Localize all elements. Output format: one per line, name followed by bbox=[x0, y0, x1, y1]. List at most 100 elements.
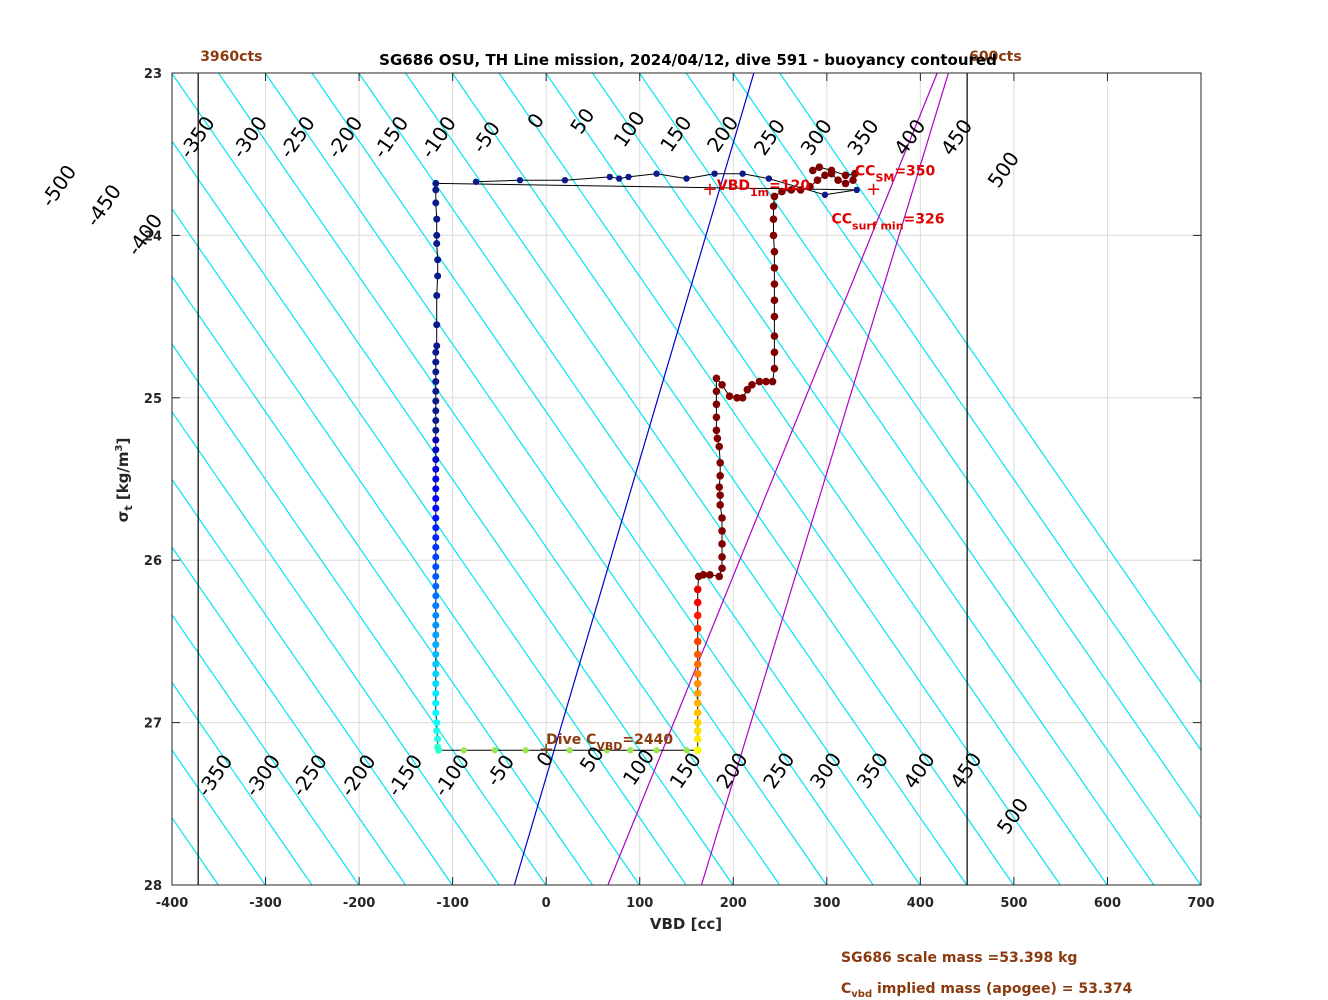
climb-point bbox=[713, 434, 722, 443]
annotation-marker: + bbox=[539, 739, 554, 760]
climb-point bbox=[755, 377, 764, 386]
y-axis-label-units-sup: 3 bbox=[114, 444, 125, 451]
y-tick-label: 28 bbox=[144, 879, 162, 894]
x-tick-label: 400 bbox=[907, 896, 934, 911]
svg-text:σt [kg/m3]: σt [kg/m3] bbox=[114, 438, 135, 523]
dive-point bbox=[432, 670, 440, 678]
x-tick-label: 700 bbox=[1187, 896, 1214, 911]
buoyancy-contour-line bbox=[358, 73, 921, 885]
y-axis-label-sub: t bbox=[122, 505, 135, 510]
annotation-marker: + bbox=[702, 179, 717, 200]
buoyancy-contour-line bbox=[172, 73, 734, 885]
dive-point bbox=[433, 240, 441, 248]
x-axis-label: VBD [cc] bbox=[650, 915, 722, 933]
dive-point bbox=[432, 553, 440, 561]
climb-point bbox=[725, 392, 734, 400]
dive-point bbox=[432, 179, 440, 187]
buoyancy-contour-line bbox=[172, 410, 500, 885]
apogee-point bbox=[460, 747, 468, 754]
apogee-point bbox=[627, 747, 634, 754]
dive-point bbox=[432, 621, 440, 629]
dive-point bbox=[432, 699, 440, 707]
surface-point bbox=[765, 175, 773, 182]
buoyancy-contour-line bbox=[172, 546, 406, 885]
vbd-limit-label: 3960cts bbox=[200, 49, 262, 65]
climb-point bbox=[718, 514, 726, 522]
x-tick-label: -400 bbox=[156, 896, 189, 911]
climb-point bbox=[841, 171, 850, 180]
surface-point bbox=[516, 176, 524, 184]
y-axis-label: σt [kg/m3] bbox=[114, 438, 135, 523]
surface-point bbox=[625, 173, 632, 181]
buoyancy-contour-line bbox=[592, 73, 1155, 885]
apogee-point bbox=[683, 747, 690, 754]
dive-point bbox=[432, 582, 440, 590]
climb-point bbox=[716, 491, 724, 500]
climb-point bbox=[706, 571, 714, 579]
climb-point bbox=[693, 699, 702, 707]
dive-point bbox=[432, 602, 440, 610]
chart-title: SG686 OSU, TH Line mission, 2024/04/12, … bbox=[379, 51, 997, 69]
climb-point bbox=[712, 426, 721, 435]
climb-point bbox=[712, 413, 721, 422]
apogee-point bbox=[522, 747, 529, 754]
neutral-lines bbox=[513, 73, 950, 885]
buoyancy-contour-line bbox=[172, 207, 640, 885]
climb-point bbox=[716, 501, 724, 509]
climb-point bbox=[770, 364, 779, 373]
climb-point bbox=[770, 332, 779, 340]
implied-mass-main: C bbox=[841, 981, 852, 997]
climb-point bbox=[770, 296, 779, 305]
dive-track-line bbox=[435, 166, 857, 751]
climb-point bbox=[718, 381, 726, 389]
climb-point bbox=[693, 660, 702, 668]
climb-point bbox=[712, 400, 721, 409]
dive-point bbox=[432, 446, 440, 454]
climb-point bbox=[770, 264, 779, 272]
dive-point bbox=[432, 641, 440, 649]
climb-point bbox=[716, 471, 724, 480]
annotation-divec: Dive CVBD=2440 bbox=[546, 732, 673, 753]
climb-point bbox=[738, 394, 747, 402]
climb-point bbox=[699, 571, 708, 579]
apogee-point bbox=[491, 747, 498, 754]
buoyancy-contour-line bbox=[545, 73, 1108, 885]
dive-point bbox=[432, 709, 440, 717]
buoyancy-contour-line bbox=[451, 73, 1015, 885]
dive-point bbox=[432, 524, 440, 532]
buoyancy-contour-line bbox=[311, 73, 874, 885]
climb-point bbox=[770, 348, 779, 357]
vbd-limit-lines: 3960cts 600cts bbox=[197, 49, 1022, 885]
dive-point bbox=[432, 475, 440, 483]
y-axis-label-symbol: σ bbox=[114, 511, 132, 523]
climb-point bbox=[834, 176, 842, 184]
surface-point bbox=[561, 176, 569, 184]
surface-point bbox=[711, 170, 718, 177]
climb-point bbox=[693, 735, 702, 743]
surface-point bbox=[683, 175, 690, 182]
buoyancy-contour-line bbox=[404, 73, 968, 885]
buoyancy-contour-line bbox=[172, 478, 453, 885]
surface-point bbox=[472, 178, 480, 186]
climb-point bbox=[813, 176, 822, 184]
x-tick-label: 100 bbox=[626, 896, 653, 911]
dive-point bbox=[433, 231, 441, 239]
dive-point bbox=[432, 572, 440, 580]
dive-point bbox=[432, 631, 440, 639]
dive-point bbox=[432, 426, 440, 434]
annotation-vbd1m: VBD1m=120 bbox=[717, 178, 810, 199]
y-axis-label-units: [kg/m bbox=[114, 451, 132, 500]
climb-point bbox=[778, 187, 786, 196]
annotation-ccsm: CCSM=350 bbox=[855, 163, 936, 184]
climb-point bbox=[733, 394, 741, 402]
climb-point bbox=[693, 709, 702, 717]
climb-point bbox=[769, 215, 778, 223]
climb-point bbox=[827, 166, 836, 175]
climb-point bbox=[718, 564, 726, 573]
dive-point bbox=[432, 563, 440, 571]
surface-point bbox=[615, 175, 623, 182]
climb-point bbox=[718, 527, 726, 535]
x-tick-label: 500 bbox=[1000, 896, 1027, 911]
climb-point bbox=[821, 171, 829, 180]
